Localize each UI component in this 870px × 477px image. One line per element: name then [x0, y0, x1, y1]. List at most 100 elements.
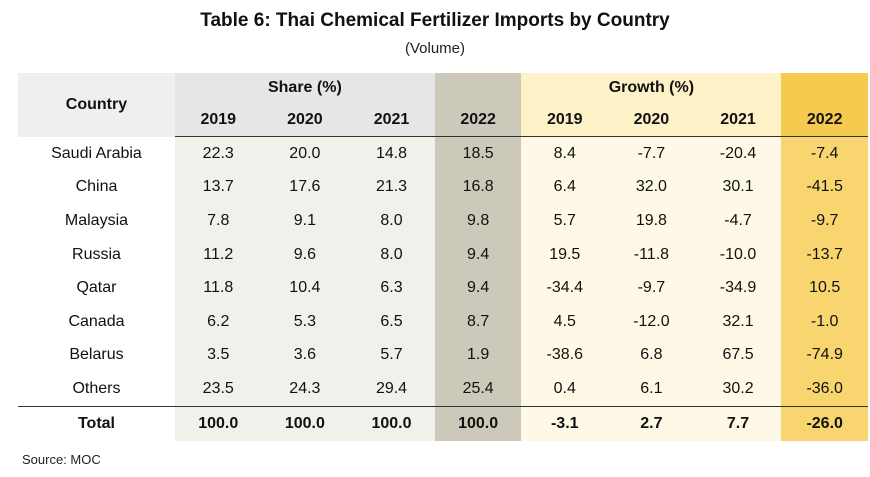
share-cell: 13.7: [174, 170, 262, 205]
growth-cell: 67.5: [694, 338, 782, 373]
growth-cell: -7.7: [608, 136, 695, 171]
country-cell: Total: [18, 405, 175, 441]
country-cell: Russia: [18, 237, 175, 272]
growth-cell: 30.2: [694, 372, 782, 407]
growth-cell: -9.7: [608, 271, 695, 305]
header-growth-spacer: [781, 73, 868, 103]
header-country: Country: [18, 73, 175, 137]
share-cell: 8.7: [434, 304, 522, 339]
country-cell: China: [18, 170, 175, 205]
header-share-group: Share (%): [174, 73, 435, 103]
growth-cell: 5.7: [521, 204, 609, 238]
growth-cell: 6.8: [608, 338, 695, 373]
share-cell: 16.8: [434, 170, 522, 205]
share-cell: 6.2: [174, 304, 262, 339]
growth-cell: -41.5: [781, 170, 868, 205]
share-cell: 29.4: [348, 372, 435, 407]
growth-cell: -74.9: [781, 338, 868, 373]
growth-cell: 6.1: [608, 372, 695, 407]
share-cell: 9.6: [261, 237, 349, 272]
growth-cell: 32.0: [608, 170, 695, 205]
growth-cell: -13.7: [781, 237, 868, 272]
share-cell: 6.3: [348, 271, 435, 305]
share-cell: 11.2: [174, 237, 262, 272]
total-row: Total 100.0 100.0 100.0 100.0 -3.1 2.7 7.7 -26.0: [18, 405, 868, 441]
header-growth-year: 2022: [781, 103, 868, 137]
header-growth-group: Growth (%): [521, 73, 782, 103]
header-share-spacer: [434, 73, 522, 103]
growth-cell: 32.1: [694, 304, 782, 339]
share-cell: 23.5: [174, 372, 262, 407]
table-body: Saudi Arabia 22.3 20.0 14.8 18.5 8.4 -7.7 -20.4…: [18, 136, 868, 441]
share-cell: 9.8: [434, 204, 522, 238]
growth-cell: 7.7: [694, 405, 782, 441]
header-share-year: 2022: [434, 103, 522, 137]
share-cell: 1.9: [434, 338, 522, 373]
share-cell: 8.0: [348, 237, 435, 272]
table-row: Russia 11.2 9.6 8.0 9.4 19.5 -11.8 -10.0 -13.7: [18, 237, 868, 272]
growth-cell: -34.4: [521, 271, 609, 305]
table-subtitle: (Volume): [404, 40, 466, 57]
growth-cell: 2.7: [608, 405, 695, 441]
header-growth-year: 2019: [521, 103, 609, 137]
share-cell: 14.8: [348, 136, 435, 171]
country-cell: Saudi Arabia: [18, 136, 175, 171]
header-growth-year: 2021: [694, 103, 782, 137]
header-share-year: 2021: [348, 103, 435, 137]
share-cell: 100.0: [174, 405, 262, 441]
growth-cell: 8.4: [521, 136, 609, 171]
growth-cell: -12.0: [608, 304, 695, 339]
table-row: Others 23.5 24.3 29.4 25.4 0.4 6.1 30.2 -36.0: [18, 372, 868, 407]
share-cell: 10.4: [261, 271, 349, 305]
share-cell: 22.3: [174, 136, 262, 171]
table-row: Belarus 3.5 3.6 5.7 1.9 -38.6 6.8 67.5 -74.9: [18, 338, 868, 373]
imports-table: Country Share (%) Growth (%) 2019 2020 2…: [18, 73, 868, 441]
table-title: Table 6: Thai Chemical Fertilizer Import…: [200, 10, 670, 31]
share-cell: 9.1: [261, 204, 349, 238]
growth-cell: -38.6: [521, 338, 609, 373]
share-cell: 100.0: [434, 405, 522, 441]
growth-cell: -10.0: [694, 237, 782, 272]
share-cell: 6.5: [348, 304, 435, 339]
header-share-year: 2019: [174, 103, 262, 137]
growth-cell: 0.4: [521, 372, 609, 407]
growth-cell: -34.9: [694, 271, 782, 305]
share-cell: 20.0: [261, 136, 349, 171]
share-cell: 7.8: [174, 204, 262, 238]
table-row: Canada 6.2 5.3 6.5 8.7 4.5 -12.0 32.1 -1.0: [18, 304, 868, 339]
growth-cell: -1.0: [781, 304, 868, 339]
share-cell: 3.5: [174, 338, 262, 373]
share-cell: 5.3: [261, 304, 349, 339]
growth-cell: 10.5: [781, 271, 868, 305]
country-cell: Belarus: [18, 338, 175, 373]
growth-cell: -4.7: [694, 204, 782, 238]
growth-cell: 19.5: [521, 237, 609, 272]
share-cell: 9.4: [434, 271, 522, 305]
table-row: China 13.7 17.6 21.3 16.8 6.4 32.0 30.1 -41.5: [18, 170, 868, 205]
share-cell: 9.4: [434, 237, 522, 272]
header-growth-year: 2020: [608, 103, 695, 137]
growth-cell: -26.0: [781, 405, 868, 441]
country-cell: Canada: [18, 304, 175, 339]
share-cell: 25.4: [434, 372, 522, 407]
share-cell: 11.8: [174, 271, 262, 305]
growth-cell: 6.4: [521, 170, 609, 205]
source-note: Source: MOC: [22, 452, 101, 467]
growth-cell: 4.5: [521, 304, 609, 339]
share-cell: 100.0: [348, 405, 435, 441]
growth-cell: -3.1: [521, 405, 609, 441]
growth-cell: -36.0: [781, 372, 868, 407]
share-cell: 24.3: [261, 372, 349, 407]
share-cell: 18.5: [434, 136, 522, 171]
growth-cell: 19.8: [608, 204, 695, 238]
country-cell: Others: [18, 372, 175, 407]
share-cell: 21.3: [348, 170, 435, 205]
growth-cell: -20.4: [694, 136, 782, 171]
country-cell: Malaysia: [18, 204, 175, 238]
growth-cell: -7.4: [781, 136, 868, 171]
growth-cell: -11.8: [608, 237, 695, 272]
growth-cell: -9.7: [781, 204, 868, 238]
country-cell: Qatar: [18, 271, 175, 305]
share-cell: 17.6: [261, 170, 349, 205]
growth-cell: 30.1: [694, 170, 782, 205]
